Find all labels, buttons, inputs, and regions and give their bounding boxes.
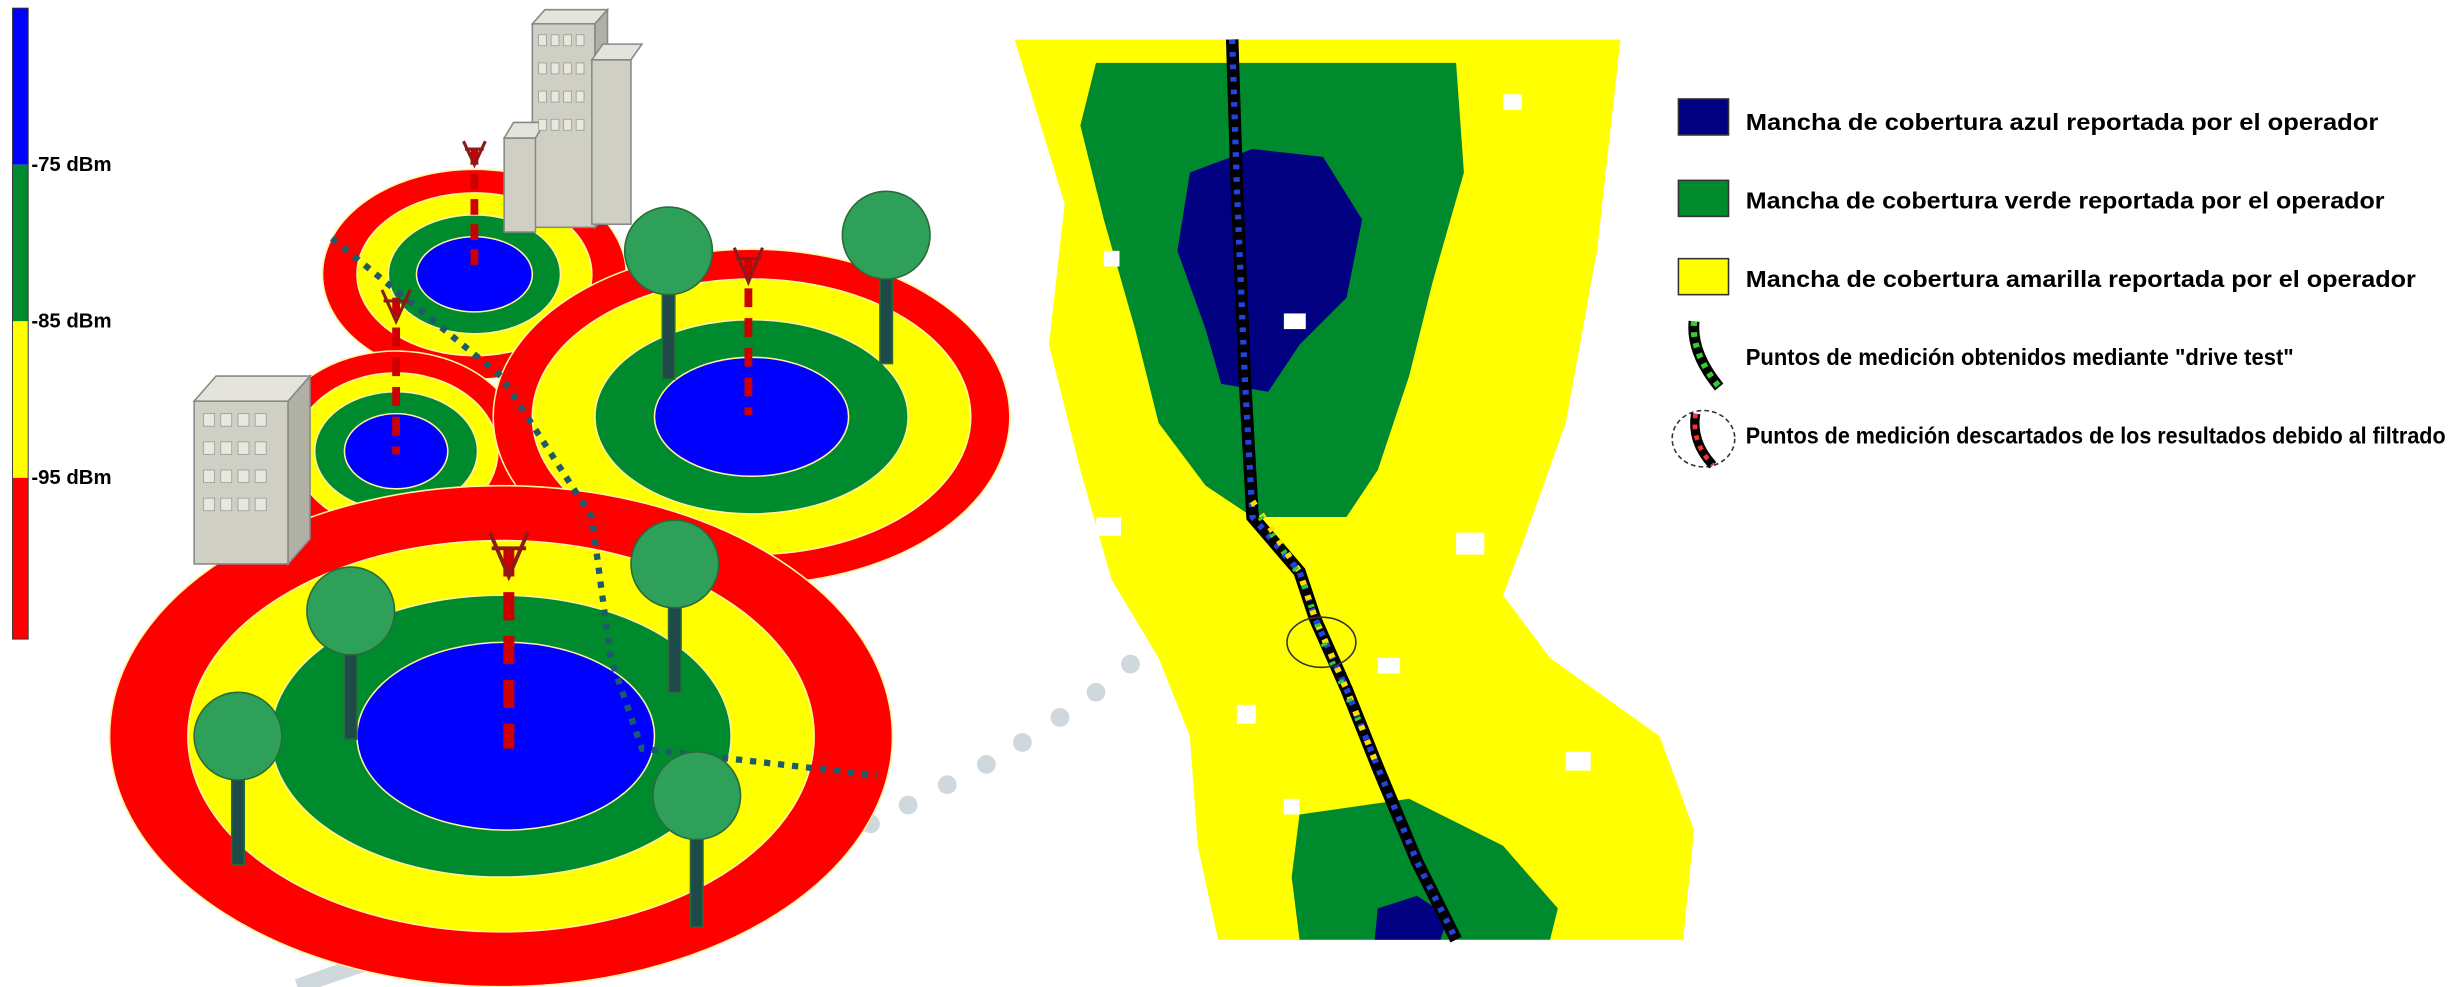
scale-label: -95 dBm	[31, 467, 111, 489]
legend: Mancha de cobertura azul reportada por e…	[1671, 98, 2446, 469]
legend-label: Mancha de cobertura azul reportada por e…	[1746, 109, 2379, 135]
legend-label: Mancha de cobertura amarilla reportada p…	[1746, 266, 2416, 292]
legend-label: Puntos de medición descartados de los re…	[1746, 422, 2446, 448]
coverage-cells	[108, 168, 1011, 987]
filtered-icon	[1671, 409, 1736, 469]
scale-label: -75 dBm	[31, 154, 111, 176]
coverage-map	[1014, 39, 1695, 943]
buildings	[192, 7, 644, 567]
legend-label: Puntos de medición obtenidos mediante "d…	[1746, 344, 2294, 370]
color-scale: -75 dBm -85 dBm -95 dBm	[12, 7, 112, 640]
route-line	[329, 235, 878, 779]
legend-label: Mancha de cobertura verde reportada por …	[1746, 188, 2385, 214]
scale-label: -85 dBm	[31, 311, 111, 333]
towers	[380, 140, 764, 749]
drive-test-icon	[1688, 320, 1724, 391]
trees	[193, 190, 931, 928]
